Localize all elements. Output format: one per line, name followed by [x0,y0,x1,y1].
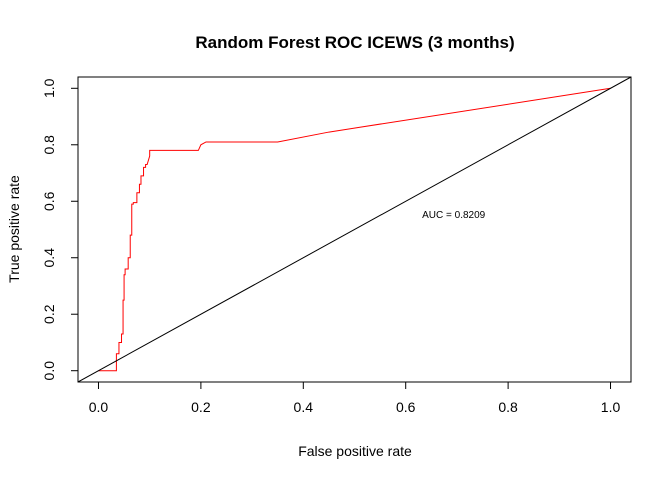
series-layer [77,76,632,383]
roc-curve [98,87,611,372]
chance-diagonal [77,76,632,383]
y-axis-label: True positive rate [6,175,22,283]
auc-annotation: AUC = 0.8209 [422,210,486,221]
y-tick-label: 0.6 [41,191,57,211]
y-tick-label: 1.0 [41,78,57,98]
x-tick-label: 0.0 [89,399,109,415]
y-axis: 0.0 0.2 0.4 0.6 0.8 1.0 [41,78,79,381]
x-axis-label: False positive rate [298,443,412,459]
x-tick-label: 0.8 [498,399,518,415]
y-tick-label: 0.0 [41,361,57,381]
y-tick-label: 0.2 [41,304,57,324]
y-tick-label: 0.4 [41,248,57,268]
y-tick-label: 0.8 [41,135,57,155]
x-tick-label: 0.4 [294,399,314,415]
x-tick-label: 0.2 [191,399,211,415]
x-axis: 0.0 0.2 0.4 0.6 0.8 1.0 [89,381,621,415]
x-tick-label: 1.0 [601,399,621,415]
x-tick-label: 0.6 [396,399,416,415]
chart-title: Random Forest ROC ICEWS (3 months) [195,33,514,52]
